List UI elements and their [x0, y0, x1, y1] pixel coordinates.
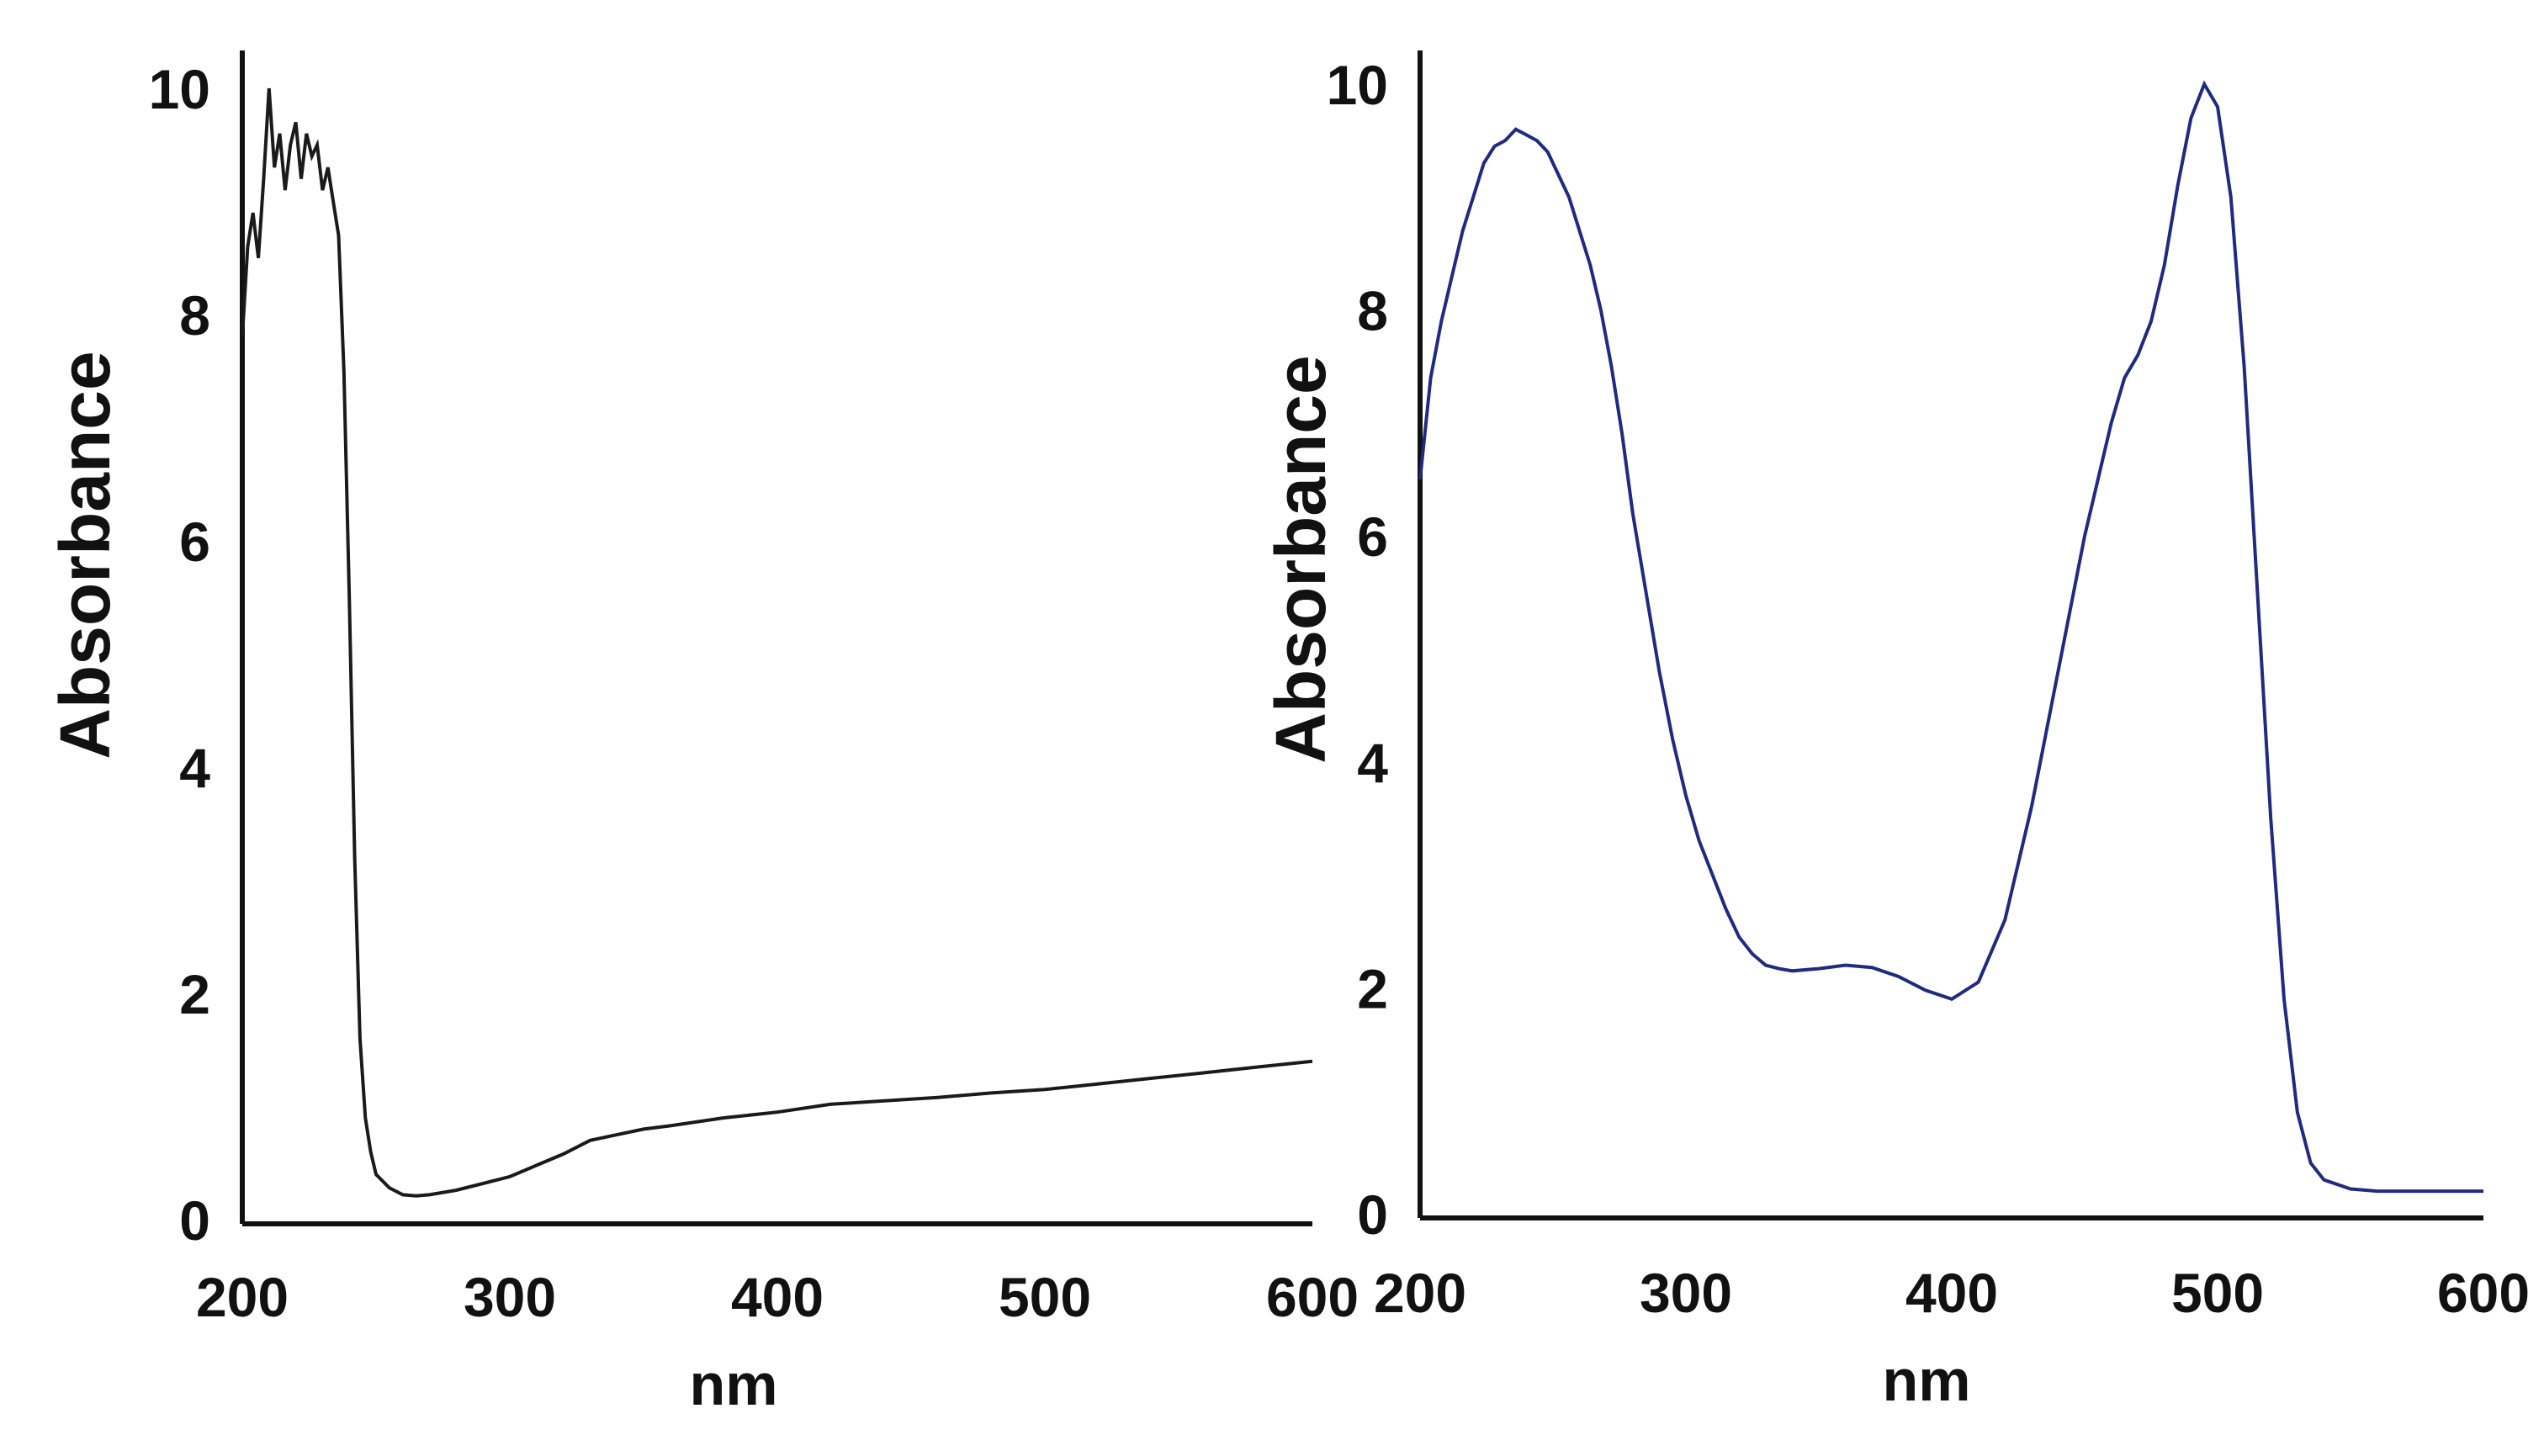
- x-axis-title: nm: [690, 1352, 778, 1417]
- y-tick-label-6: 6: [1357, 506, 1388, 568]
- y-tick-label-2: 2: [1357, 957, 1388, 1019]
- x-tick-label-500: 500: [2171, 1262, 2264, 1324]
- x-axis-title: nm: [1883, 1347, 1971, 1413]
- x-tick-label-300: 300: [464, 1266, 556, 1328]
- y-tick-label-0: 0: [1357, 1183, 1388, 1246]
- x-tick-labels: 200 300 400 500 600: [1374, 1262, 2530, 1324]
- y-tick-label-10: 10: [1327, 54, 1388, 116]
- y-tick-label-6: 6: [179, 511, 210, 573]
- absorbance-line: [1418, 80, 2483, 1194]
- x-tick-label-600: 600: [1266, 1266, 1359, 1328]
- x-tick-label-400: 400: [731, 1266, 824, 1328]
- y-axis-title: Absorbance: [45, 351, 125, 759]
- x-tick-label-200: 200: [196, 1266, 289, 1328]
- x-tick-label-600: 600: [2437, 1262, 2530, 1324]
- y-tick-labels: 0 2 4 6 8 10: [149, 58, 211, 1252]
- y-tick-label-8: 8: [179, 284, 210, 347]
- y-tick-label-4: 4: [1357, 732, 1388, 794]
- x-tick-label-200: 200: [1374, 1262, 1466, 1324]
- x-tick-label-400: 400: [1905, 1262, 1998, 1324]
- x-tick-labels: 200 300 400 500 600: [196, 1266, 1359, 1328]
- x-tick-label-500: 500: [999, 1266, 1091, 1328]
- x-tick-label-300: 300: [1640, 1262, 1732, 1324]
- y-tick-labels: 0 2 4 6 8 10: [1327, 54, 1389, 1246]
- y-tick-label-10: 10: [149, 58, 210, 120]
- chart-right: 0 2 4 6 8 10 200 300 400 500 600 Absorbance nm: [1261, 50, 2530, 1413]
- y-axis-title: Absorbance: [1261, 355, 1340, 763]
- y-tick-label-2: 2: [179, 963, 210, 1025]
- absorbance-line: [241, 87, 1313, 1198]
- y-tick-label-0: 0: [179, 1189, 210, 1252]
- y-tick-label-4: 4: [179, 737, 210, 799]
- chart-left: 0 2 4 6 8 10 200 300 400 500 600 Absorbance nm: [45, 50, 1359, 1417]
- y-tick-label-8: 8: [1357, 280, 1388, 342]
